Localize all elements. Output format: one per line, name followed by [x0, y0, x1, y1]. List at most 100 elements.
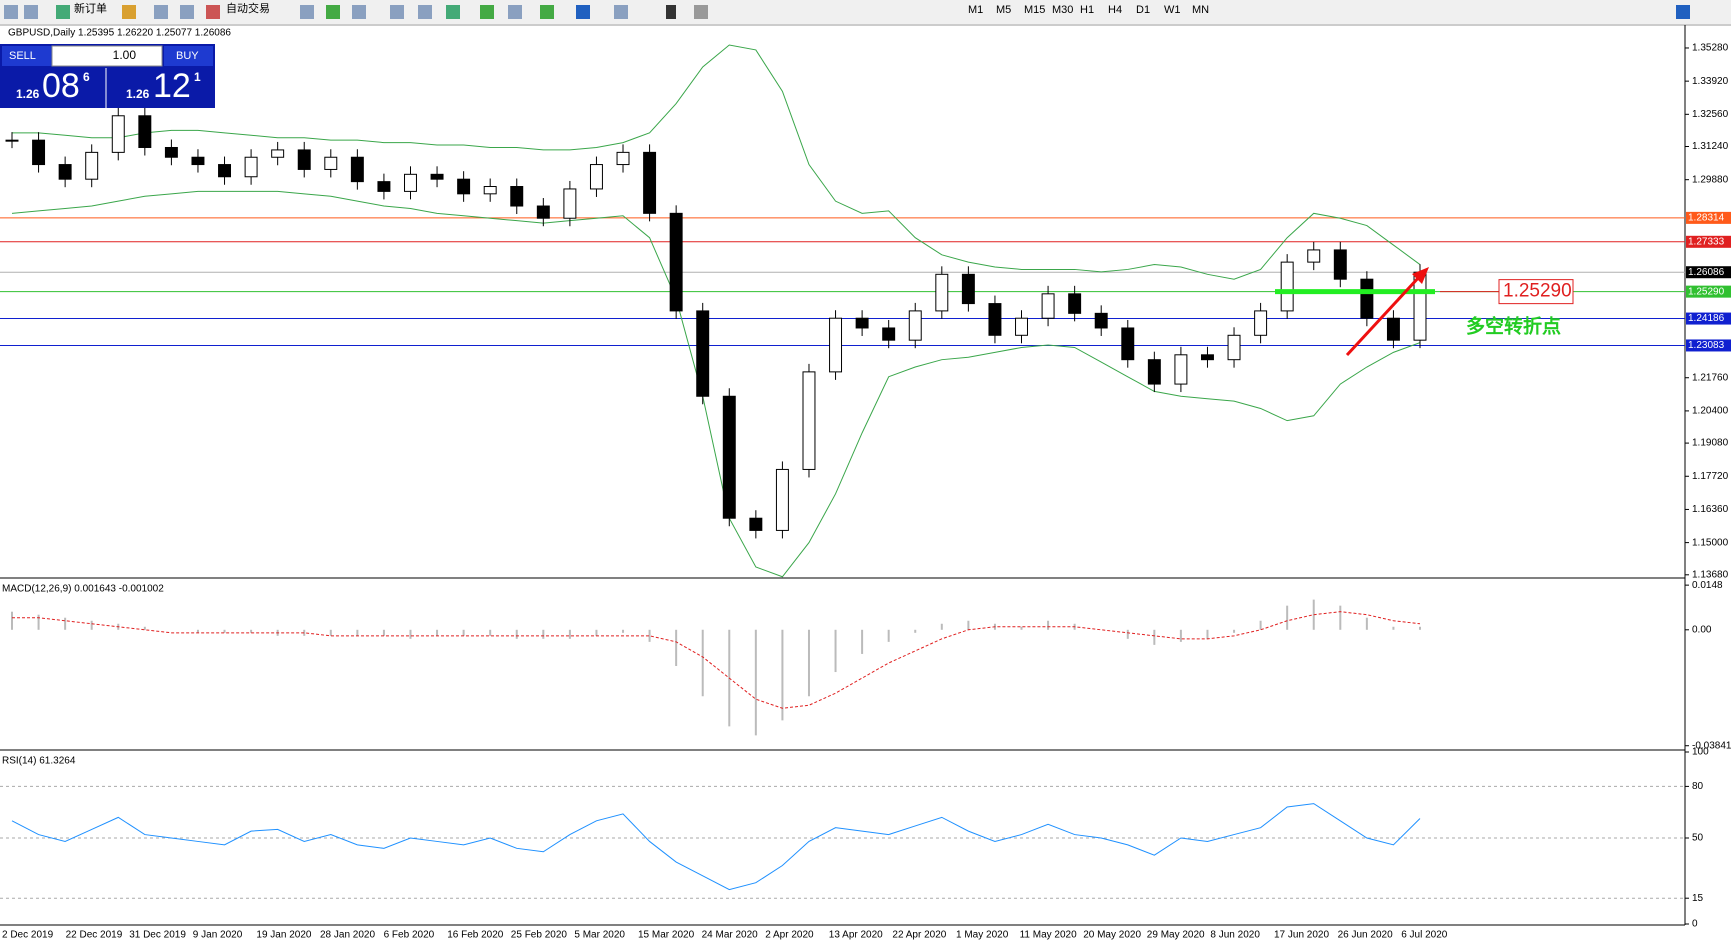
timeframe-button[interactable]: W1 — [1164, 4, 1181, 16]
x-tick-label: 24 Mar 2020 — [702, 930, 759, 941]
x-tick-label: 28 Jan 2020 — [320, 930, 375, 941]
candle — [1121, 327, 1135, 361]
timeframe-button[interactable]: M5 — [996, 4, 1011, 16]
y-tick-label: 0.00 — [1692, 624, 1712, 635]
candle — [616, 151, 630, 166]
candle — [85, 151, 99, 180]
sell-price-sup: 6 — [83, 70, 90, 84]
y-tick-label: -0.038415 — [1692, 740, 1731, 751]
level-label-bg — [1686, 235, 1731, 248]
level-label: 1.25290 — [1688, 286, 1725, 297]
candle — [138, 115, 152, 148]
x-tick-label: 9 Jan 2020 — [193, 930, 243, 941]
candle — [749, 517, 763, 531]
bollinger-band — [12, 44, 1421, 280]
candle — [1174, 354, 1188, 385]
candle — [802, 371, 816, 470]
annotation: 1.25290 多空转折点 — [1275, 267, 1574, 357]
x-tick-label: 13 Apr 2020 — [829, 930, 883, 941]
buy-label[interactable]: BUY — [176, 50, 199, 62]
x-tick-label: 6 Feb 2020 — [384, 930, 435, 941]
toolbar — [0, 0, 1731, 24]
timeframe-button[interactable]: M15 — [1024, 4, 1045, 16]
trade-panel: SELL 1.00 BUY 1.26 08 6 1.26 12 1 — [0, 44, 215, 108]
candle — [1254, 310, 1268, 336]
candle — [935, 273, 949, 312]
y-tick-label: 1.31240 — [1692, 141, 1729, 152]
macd-signal — [12, 611, 1421, 709]
y-tick-label: 1.19080 — [1692, 438, 1729, 449]
x-tick-label: 25 Feb 2020 — [511, 930, 568, 941]
bollinger-band — [11, 190, 1421, 578]
y-tick-label: 1.16360 — [1692, 504, 1729, 515]
candle — [961, 273, 975, 305]
candle — [510, 186, 524, 207]
y-tick-label: 15 — [1692, 893, 1704, 904]
timeframe-button[interactable]: H1 — [1080, 4, 1094, 16]
candle — [191, 156, 205, 166]
sell-price-prefix: 1.26 — [16, 87, 40, 101]
lots-field[interactable] — [51, 45, 163, 67]
x-tick-label: 8 Jun 2020 — [1210, 930, 1260, 941]
candle — [882, 327, 896, 341]
candle — [32, 139, 46, 166]
arrow-head — [1412, 267, 1429, 284]
x-tick-label: 2 Dec 2019 — [2, 930, 54, 941]
level-label-bg — [1686, 266, 1731, 279]
level-label: 1.23083 — [1688, 340, 1725, 351]
candle — [696, 310, 710, 397]
timeframe-button[interactable]: D1 — [1136, 4, 1150, 16]
x-tick-label: 11 May 2020 — [1020, 930, 1078, 941]
candle — [1200, 354, 1214, 361]
buy-price-prefix: 1.26 — [126, 87, 150, 101]
candle — [111, 115, 125, 153]
x-tick-label: 22 Apr 2020 — [892, 930, 946, 941]
candle — [669, 212, 683, 312]
level-label-bg — [1686, 285, 1731, 298]
trend-arrow — [1345, 274, 1422, 357]
timeframe-button[interactable]: M30 — [1052, 4, 1073, 16]
buy-price-big: 12 — [153, 67, 191, 105]
macd-title: MACD(12,26,9) 0.001643 -0.001002 — [2, 584, 164, 595]
candle — [5, 139, 19, 142]
timeframe-button[interactable]: H4 — [1108, 4, 1122, 16]
sell-button[interactable] — [2, 46, 52, 66]
buy-button[interactable] — [164, 46, 213, 66]
price-chart — [0, 44, 1689, 925]
timeframe-button[interactable]: MN — [1192, 4, 1209, 16]
x-tick-label: 15 Mar 2020 — [638, 930, 695, 941]
new-order-button[interactable]: 新订单 — [74, 1, 107, 15]
candle — [164, 146, 178, 158]
candle — [988, 303, 1002, 336]
x-tick-label: 17 Jun 2020 — [1274, 930, 1329, 941]
y-tick-label: 1.15000 — [1692, 537, 1729, 548]
candle — [324, 156, 338, 170]
candle — [377, 181, 391, 192]
lots-value[interactable]: 1.00 — [113, 48, 137, 62]
candle — [536, 205, 550, 219]
sell-label[interactable]: SELL — [9, 50, 36, 62]
y-tick-label: 80 — [1692, 781, 1704, 792]
candle — [483, 186, 497, 195]
candle — [722, 395, 736, 519]
x-tick-label: 22 Dec 2019 — [66, 930, 123, 941]
x-tick-label: 29 May 2020 — [1147, 930, 1205, 941]
y-tick-label: 1.33920 — [1692, 76, 1729, 87]
candle — [643, 151, 657, 214]
auto-trading-button[interactable]: 自动交易 — [226, 1, 270, 15]
timeframe-button[interactable]: M1 — [968, 4, 983, 16]
y-tick-label: 1.17720 — [1692, 471, 1729, 482]
x-tick-label: 16 Feb 2020 — [447, 930, 504, 941]
candle — [775, 468, 789, 531]
y-tick-label: 50 — [1692, 833, 1704, 844]
annotation-box — [1498, 279, 1574, 305]
level-label-bg — [1686, 339, 1731, 352]
candle — [404, 173, 417, 192]
x-tick-label: 31 Dec 2019 — [129, 930, 186, 941]
y-tick-label: 1.35280 — [1692, 43, 1729, 54]
level-label-bg — [1686, 211, 1731, 224]
x-tick-label: 20 May 2020 — [1083, 930, 1141, 941]
candle — [563, 188, 577, 219]
level-label-bg — [1686, 312, 1731, 325]
